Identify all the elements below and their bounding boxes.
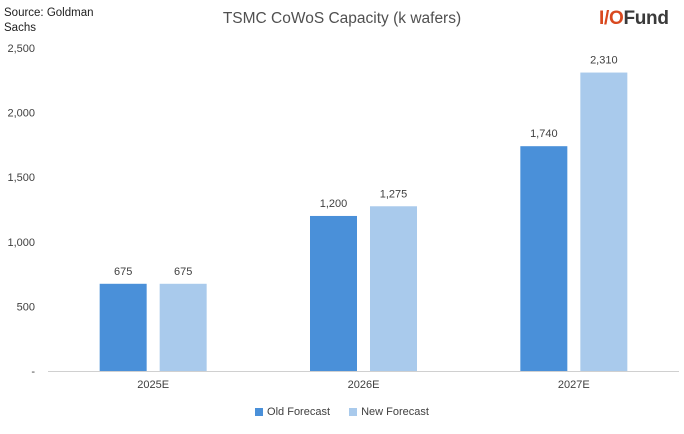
legend-swatch-old-forecast — [255, 408, 264, 416]
chart-legend: Old Forecast New Forecast — [0, 406, 684, 419]
data-label: 1,740 — [530, 128, 558, 140]
bar-new-forecast-2026e — [370, 206, 417, 371]
data-label: 675 — [174, 266, 192, 278]
bar-old-forecast-2027e — [520, 146, 568, 371]
y-tick-label: 500 — [17, 301, 35, 313]
brand-logo: I/OFund — [599, 8, 669, 30]
y-tick-label: 2,500 — [7, 43, 35, 55]
x-tick-label: 2025E — [137, 379, 169, 391]
data-label: 675 — [114, 266, 132, 278]
legend-label-new-forecast: New Forecast — [361, 406, 429, 418]
legend-label-old-forecast: Old Forecast — [267, 406, 331, 418]
y-tick-label: 2,000 — [7, 108, 35, 120]
x-tick-label: 2026E — [348, 379, 380, 391]
y-tick-label: - — [31, 366, 35, 378]
x-tick-label: 2027E — [558, 379, 590, 391]
bar-new-forecast-2027e — [580, 72, 628, 371]
bar-new-forecast-2025e — [159, 283, 207, 371]
y-tick-label: 1,500 — [7, 172, 35, 184]
chart-title: TSMC CoWoS Capacity (k wafers) — [222, 10, 462, 27]
legend-item-new-forecast: New Forecast — [349, 406, 429, 418]
logo-part-fund: Fund — [623, 8, 669, 29]
bar-old-forecast-2026e — [310, 215, 357, 371]
legend-item-old-forecast: Old Forecast — [255, 406, 330, 418]
data-label: 1,275 — [380, 188, 408, 200]
source-note: Source: Goldman Sachs — [4, 7, 94, 34]
data-label: 2,310 — [590, 55, 618, 67]
legend-swatch-new-forecast — [349, 408, 358, 416]
logo-part-io: I/O — [599, 8, 624, 29]
data-label: 1,200 — [320, 198, 348, 210]
y-tick-label: 1,000 — [7, 237, 35, 249]
bar-old-forecast-2025e — [99, 283, 147, 371]
